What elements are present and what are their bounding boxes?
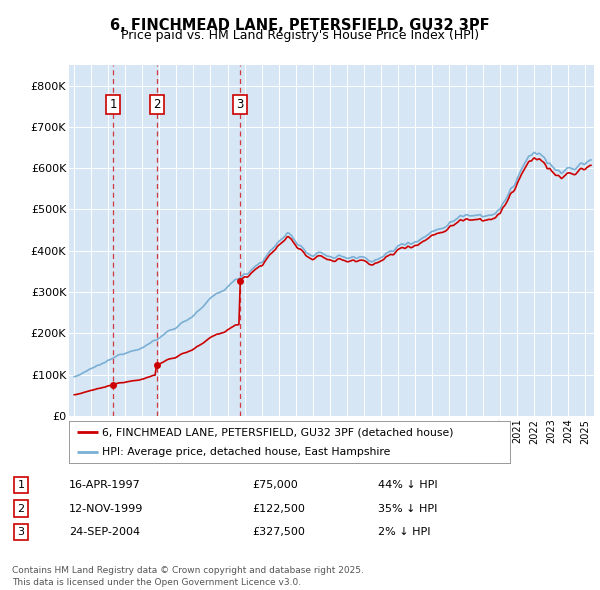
Text: £75,000: £75,000 xyxy=(252,480,298,490)
Text: 2: 2 xyxy=(154,97,161,111)
Text: 35% ↓ HPI: 35% ↓ HPI xyxy=(378,504,437,513)
Text: 6, FINCHMEAD LANE, PETERSFIELD, GU32 3PF: 6, FINCHMEAD LANE, PETERSFIELD, GU32 3PF xyxy=(110,18,490,32)
Text: 6, FINCHMEAD LANE, PETERSFIELD, GU32 3PF (detached house): 6, FINCHMEAD LANE, PETERSFIELD, GU32 3PF… xyxy=(102,427,454,437)
Text: 1: 1 xyxy=(17,480,25,490)
Text: Price paid vs. HM Land Registry's House Price Index (HPI): Price paid vs. HM Land Registry's House … xyxy=(121,30,479,42)
Text: 2: 2 xyxy=(17,504,25,513)
Text: HPI: Average price, detached house, East Hampshire: HPI: Average price, detached house, East… xyxy=(102,447,391,457)
Text: 44% ↓ HPI: 44% ↓ HPI xyxy=(378,480,437,490)
Text: Contains HM Land Registry data © Crown copyright and database right 2025.
This d: Contains HM Land Registry data © Crown c… xyxy=(12,566,364,587)
Text: 3: 3 xyxy=(236,97,244,111)
Text: £122,500: £122,500 xyxy=(252,504,305,513)
Text: 1: 1 xyxy=(109,97,117,111)
Text: 24-SEP-2004: 24-SEP-2004 xyxy=(69,527,140,537)
Text: 3: 3 xyxy=(17,527,25,537)
Text: 16-APR-1997: 16-APR-1997 xyxy=(69,480,141,490)
Text: £327,500: £327,500 xyxy=(252,527,305,537)
Text: 2% ↓ HPI: 2% ↓ HPI xyxy=(378,527,431,537)
Text: 12-NOV-1999: 12-NOV-1999 xyxy=(69,504,143,513)
